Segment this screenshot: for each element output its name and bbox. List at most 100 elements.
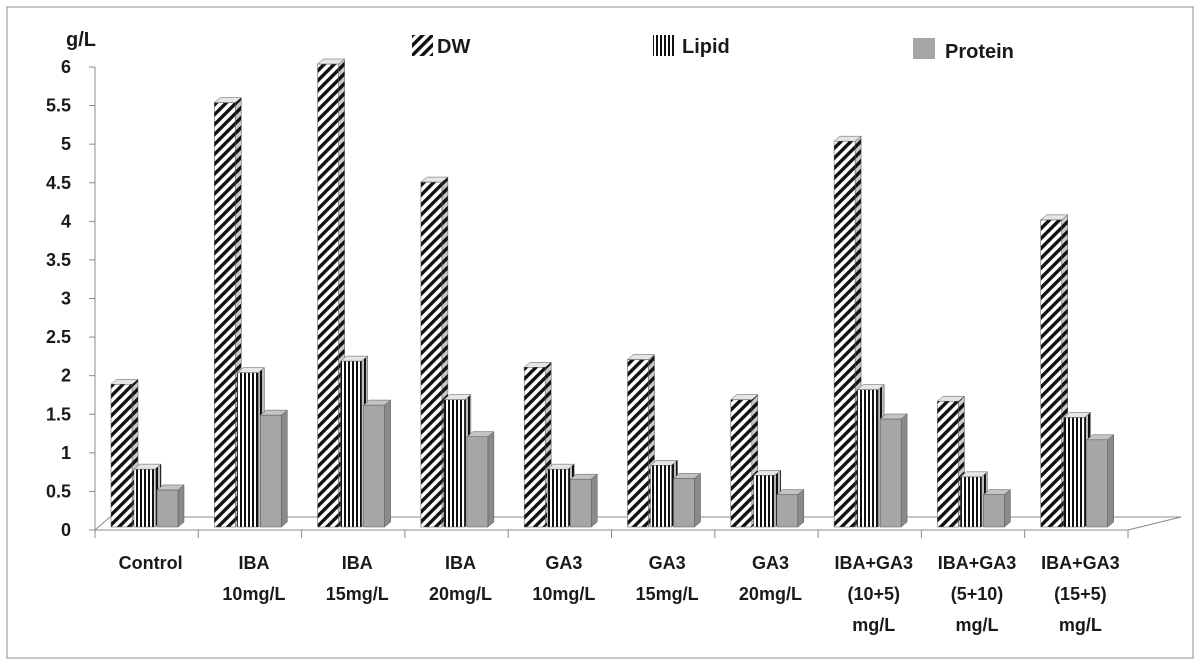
y-tick-label: 6 xyxy=(61,57,71,77)
bar-front xyxy=(983,494,1005,528)
bar-front xyxy=(110,383,133,528)
bar-dw xyxy=(316,58,346,528)
bar-top xyxy=(879,413,908,420)
bar-top xyxy=(362,399,392,406)
bar-top xyxy=(420,176,449,183)
tick-labels: 0 0.5 1 1.5 2 2.5 3 3.5 4 4.5 5 5.5 6 Control IBA 10mg/… xyxy=(46,57,1120,635)
bar-top xyxy=(569,473,598,480)
bar-protein xyxy=(1086,434,1115,528)
bar-top xyxy=(856,384,885,390)
bar-protein xyxy=(569,473,598,528)
bar-front xyxy=(673,478,695,528)
x-tick-label: 20mg/L xyxy=(429,584,492,604)
bar-top xyxy=(833,135,862,142)
x-tick-label: (15+5) xyxy=(1054,584,1107,604)
y-tick-label: 5.5 xyxy=(46,96,71,116)
legend-label-protein: Protein xyxy=(945,41,1014,63)
bar-top xyxy=(936,395,966,402)
x-tick-label: IBA xyxy=(445,553,476,573)
bars xyxy=(110,58,1115,528)
chart-frame xyxy=(6,6,1194,659)
bar-top xyxy=(523,362,552,368)
y-tick-label: 1.5 xyxy=(46,404,71,424)
bar-protein xyxy=(466,431,495,528)
bar-front xyxy=(776,494,799,528)
y-tick-label: 5 xyxy=(61,134,71,154)
bar-top xyxy=(1086,434,1115,441)
legend-swatch-lipid xyxy=(653,35,674,56)
bar-front xyxy=(133,468,156,528)
legend-item-lipid: Lipid xyxy=(653,35,730,58)
bar-side xyxy=(1107,434,1114,528)
bar-protein xyxy=(362,399,392,528)
bar-front xyxy=(569,478,592,528)
x-tick-label: mg/L xyxy=(852,615,895,635)
bar-front xyxy=(879,418,902,528)
bar-lipid xyxy=(443,394,472,528)
bar-front xyxy=(1040,219,1062,528)
x-tick-label: Control xyxy=(119,553,183,573)
bar-front xyxy=(1086,439,1108,528)
legend-swatch-dw xyxy=(412,35,433,56)
bar-side xyxy=(177,484,185,528)
bar-protein xyxy=(776,489,805,528)
y-tick-label: 1 xyxy=(61,443,71,463)
y-tick-label: 2.5 xyxy=(46,327,71,347)
y-tick-label: 2 xyxy=(61,366,71,386)
bar-front xyxy=(260,414,282,528)
bar-top xyxy=(1040,214,1069,221)
bar-front xyxy=(363,404,385,528)
bar-dw xyxy=(110,378,139,528)
x-tick-label: IBA+GA3 xyxy=(938,553,1017,573)
bar-protein xyxy=(982,489,1012,528)
bar-side xyxy=(1004,489,1011,528)
bar-protein xyxy=(672,472,702,528)
x-tick-label: IBA+GA3 xyxy=(1041,553,1120,573)
bar-front xyxy=(1063,417,1085,528)
bar-top xyxy=(110,378,139,385)
bar-front xyxy=(237,372,259,528)
bar-top xyxy=(626,354,656,360)
bar-top xyxy=(156,484,185,491)
bar-top xyxy=(959,471,989,478)
x-tick-label: 15mg/L xyxy=(636,584,699,604)
y-tick-label: 0.5 xyxy=(46,481,71,501)
x-tick-label: 15mg/L xyxy=(326,584,389,604)
bar-front xyxy=(214,102,236,528)
x-tick-label: IBA xyxy=(238,553,269,573)
bar-top xyxy=(466,431,495,437)
bar-side xyxy=(694,472,701,528)
bar-protein xyxy=(879,413,908,528)
bar-top xyxy=(213,97,242,103)
y-tick-label: 0 xyxy=(61,520,71,540)
legend-item-protein: Protein xyxy=(913,38,1014,63)
bar-front xyxy=(627,359,649,528)
bar-front xyxy=(317,63,339,528)
bar-top xyxy=(259,409,288,416)
bar-side xyxy=(384,399,391,528)
bar-front xyxy=(420,181,443,528)
bar-top xyxy=(443,394,472,400)
bar-side xyxy=(590,473,598,528)
bar-lipid xyxy=(959,471,989,528)
x-tick-label: 10mg/L xyxy=(222,584,285,604)
y-tick-label: 3 xyxy=(61,289,71,309)
bar-top xyxy=(339,355,369,362)
bar-front xyxy=(753,475,776,528)
legend-label-lipid: Lipid xyxy=(682,36,730,58)
y-tick-label: 4 xyxy=(61,211,71,231)
bar-side xyxy=(487,431,495,528)
bar-front xyxy=(937,400,959,528)
bar-front xyxy=(833,140,856,528)
x-tick-label: IBA xyxy=(342,553,373,573)
bar-lipid xyxy=(236,367,265,528)
bar-front xyxy=(650,465,672,528)
bar-front xyxy=(466,436,489,528)
x-tick-label: (10+5) xyxy=(847,584,900,604)
x-tick-label: 20mg/L xyxy=(739,584,802,604)
bar-side xyxy=(900,413,908,528)
bar-front xyxy=(156,489,179,528)
bar-front xyxy=(960,476,982,528)
y-tick-label: 4.5 xyxy=(46,173,71,193)
